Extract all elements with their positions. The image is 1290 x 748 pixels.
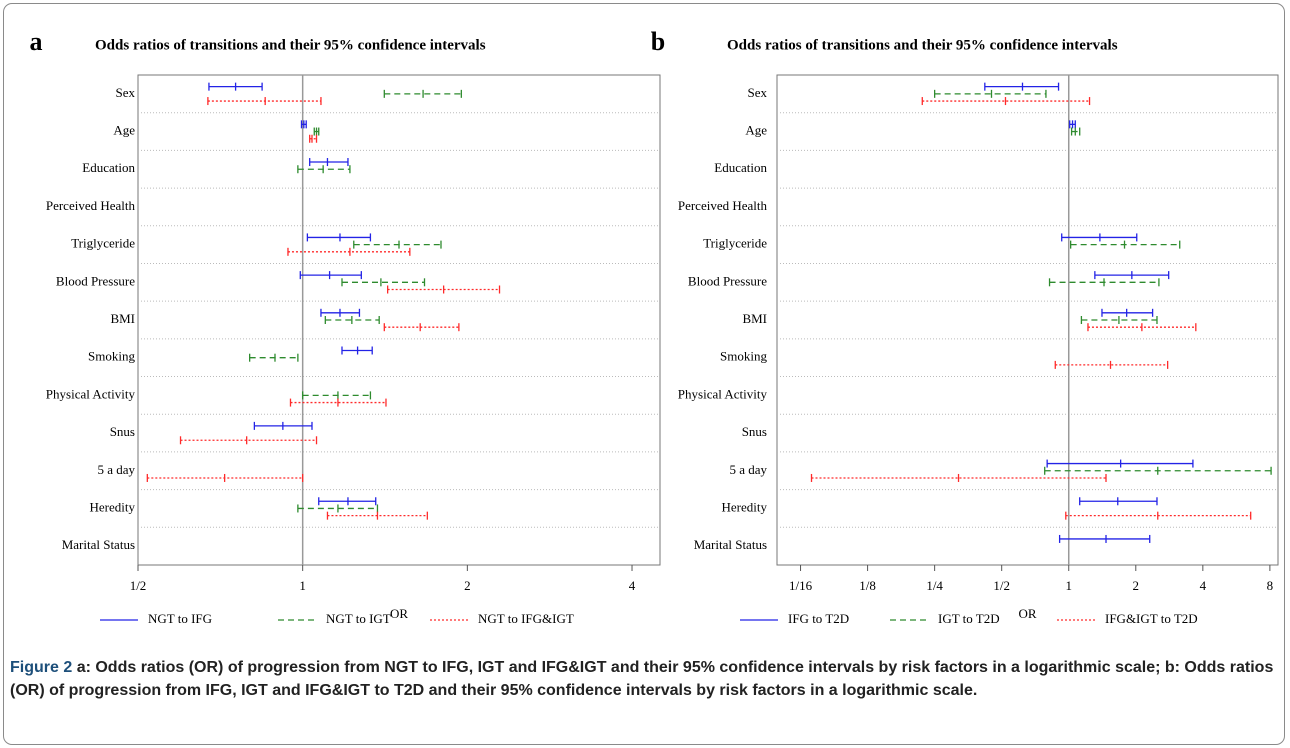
caption: Figure 2 a: Odds ratios (OR) of progress… bbox=[10, 656, 1278, 702]
x-tick-label: 1 bbox=[1065, 578, 1072, 593]
y-tick-label: Education bbox=[714, 160, 767, 175]
y-tick-label: 5 a day bbox=[729, 462, 767, 477]
x-tick-label: 2 bbox=[464, 578, 471, 593]
x-tick-label: 4 bbox=[629, 578, 636, 593]
y-tick-label: Physical Activity bbox=[46, 386, 136, 401]
x-tick-label: 1 bbox=[299, 578, 306, 593]
y-tick-label: Sex bbox=[116, 85, 136, 100]
x-tick-label: 1/4 bbox=[926, 578, 943, 593]
chart-title: Odds ratios of transitions and their 95%… bbox=[727, 37, 1118, 53]
legend-label: NGT to IFG bbox=[148, 611, 212, 626]
y-tick-label: BMI bbox=[110, 311, 135, 326]
x-axis-label: OR bbox=[1018, 606, 1036, 621]
x-tick-label: 2 bbox=[1133, 578, 1140, 593]
x-tick-label: 1/2 bbox=[130, 578, 147, 593]
y-tick-label: Perceived Health bbox=[46, 198, 136, 213]
caption-text: a: Odds ratios (OR) of progression from … bbox=[10, 659, 1274, 699]
y-tick-label: 5 a day bbox=[97, 462, 135, 477]
y-tick-label: Heredity bbox=[722, 499, 768, 514]
legend-label: NGT to IFG&IGT bbox=[478, 611, 574, 626]
y-tick-label: Blood Pressure bbox=[688, 273, 767, 288]
x-tick-label: 1/2 bbox=[993, 578, 1010, 593]
panel-letter: a bbox=[30, 27, 43, 56]
y-tick-label: Marital Status bbox=[62, 537, 135, 552]
y-tick-label: Blood Pressure bbox=[56, 273, 135, 288]
panel-letter: b bbox=[651, 27, 665, 56]
caption-label: Figure 2 bbox=[10, 659, 73, 676]
legend-label: NGT to IGT bbox=[326, 611, 391, 626]
y-tick-label: Triglyceride bbox=[703, 236, 767, 251]
x-axis-label: OR bbox=[390, 606, 408, 621]
x-tick-label: 1/8 bbox=[859, 578, 876, 593]
x-tick-label: 4 bbox=[1200, 578, 1207, 593]
y-tick-label: Age bbox=[745, 123, 767, 138]
y-tick-label: Age bbox=[113, 123, 135, 138]
y-tick-label: Sex bbox=[748, 85, 768, 100]
chart-title: Odds ratios of transitions and their 95%… bbox=[95, 37, 486, 53]
figure-frame bbox=[3, 3, 1285, 745]
y-tick-label: Education bbox=[82, 160, 135, 175]
y-tick-label: Marital Status bbox=[694, 537, 767, 552]
y-tick-label: Perceived Health bbox=[678, 198, 768, 213]
legend-label: IFG to T2D bbox=[788, 611, 849, 626]
y-tick-label: Heredity bbox=[90, 499, 136, 514]
y-tick-label: Smoking bbox=[88, 349, 135, 364]
plot-frame bbox=[776, 74, 1279, 566]
y-tick-label: BMI bbox=[742, 311, 767, 326]
y-tick-label: Snus bbox=[742, 424, 767, 439]
y-tick-label: Triglyceride bbox=[71, 236, 135, 251]
chart: a Odds ratios of transitions and their 95… bbox=[30, 27, 1279, 626]
y-tick-label: Snus bbox=[110, 424, 135, 439]
y-tick-label: Smoking bbox=[720, 349, 767, 364]
plot-frame bbox=[137, 74, 661, 566]
x-tick-label: 1/16 bbox=[789, 578, 813, 593]
y-tick-label: Physical Activity bbox=[678, 386, 768, 401]
legend-label: IGT to T2D bbox=[938, 611, 1000, 626]
legend-label: IFG&IGT to T2D bbox=[1105, 611, 1198, 626]
x-tick-label: 8 bbox=[1267, 578, 1274, 593]
